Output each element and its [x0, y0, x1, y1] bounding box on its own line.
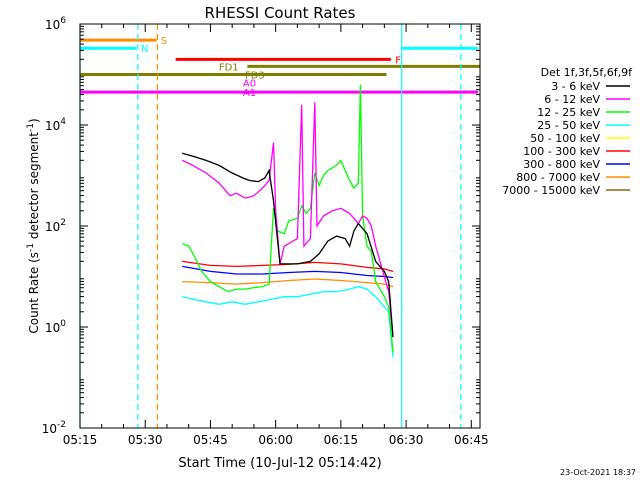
x-axis-ticks: 05:15 05:30 05:45 06:00 06:15 06:30 06:45	[63, 24, 489, 447]
attenuator-vertical-lines	[79, 24, 462, 428]
chart-title: RHESSI Count Rates	[205, 4, 356, 22]
legend-label: 6 - 12 keV	[544, 93, 600, 106]
legend-label: 7000 - 15000 keV	[502, 184, 600, 197]
y-tick-label: 10-2	[42, 420, 66, 436]
y-tick-label-exp: 4	[60, 117, 66, 127]
legend-label: 25 - 50 keV	[537, 119, 600, 132]
flag-label: A0	[243, 79, 256, 90]
footer-timestamp: 23-Oct-2021 18:37	[560, 468, 636, 477]
y-tick-label-exp: 0	[60, 319, 66, 329]
y-tick-label-exp: 6	[60, 16, 66, 26]
x-tick-label: 06:00	[258, 433, 293, 447]
y-tick-label-exp: -2	[57, 420, 66, 430]
x-tick-label: 05:15	[63, 433, 98, 447]
plot-frame	[79, 23, 481, 429]
y-tick-label-base: 10	[45, 220, 60, 234]
legend-label: 100 - 300 keV	[523, 145, 600, 158]
flag-label: S	[161, 36, 167, 47]
series-line	[182, 265, 394, 279]
legend-title: Det 1f,3f,5f,6f,9f	[541, 66, 634, 79]
legend-label: 3 - 6 keV	[551, 80, 600, 93]
y-tick-label: 104	[45, 117, 66, 133]
x-tick-label: 06:15	[324, 433, 359, 447]
legend-label: 800 - 7000 keV	[516, 171, 600, 184]
series-line	[182, 260, 394, 273]
y-tick-label: 106	[45, 16, 66, 32]
x-tick-label: 06:30	[389, 433, 424, 447]
legend-label: 300 - 800 keV	[523, 158, 600, 171]
y-tick-label: 102	[45, 218, 66, 234]
x-tick-label: 05:45	[193, 433, 228, 447]
flag-label: FD3	[245, 71, 265, 82]
x-axis-label: Start Time (10-Jul-12 05:14:42)	[178, 456, 381, 471]
flag-label: FD1	[219, 62, 239, 73]
series-line	[182, 285, 394, 358]
y-tick-label-base: 10	[45, 119, 60, 133]
y-tick-label-exp: 2	[60, 218, 66, 228]
series-line	[182, 278, 394, 288]
legend-label: 12 - 25 keV	[537, 106, 600, 119]
y-tick-label-base: 10	[45, 321, 60, 335]
flag-label: A1	[243, 88, 256, 99]
x-tick-label: 06:45	[454, 433, 489, 447]
series-line	[181, 84, 394, 353]
y-tick-label-base: 10	[45, 18, 60, 32]
y-tick-label: 100	[45, 319, 66, 335]
series-line	[181, 102, 394, 338]
series-line	[182, 152, 394, 338]
flag-label: N	[141, 44, 148, 55]
y-axis-label: Count Rate (s-1 detector segment-1)	[26, 118, 41, 333]
flag-label: F	[395, 55, 401, 66]
legend-label: 50 - 100 keV	[530, 132, 600, 145]
y-tick-label-base: 10	[42, 422, 57, 436]
data-series	[181, 84, 394, 358]
x-tick-label: 05:30	[128, 433, 163, 447]
